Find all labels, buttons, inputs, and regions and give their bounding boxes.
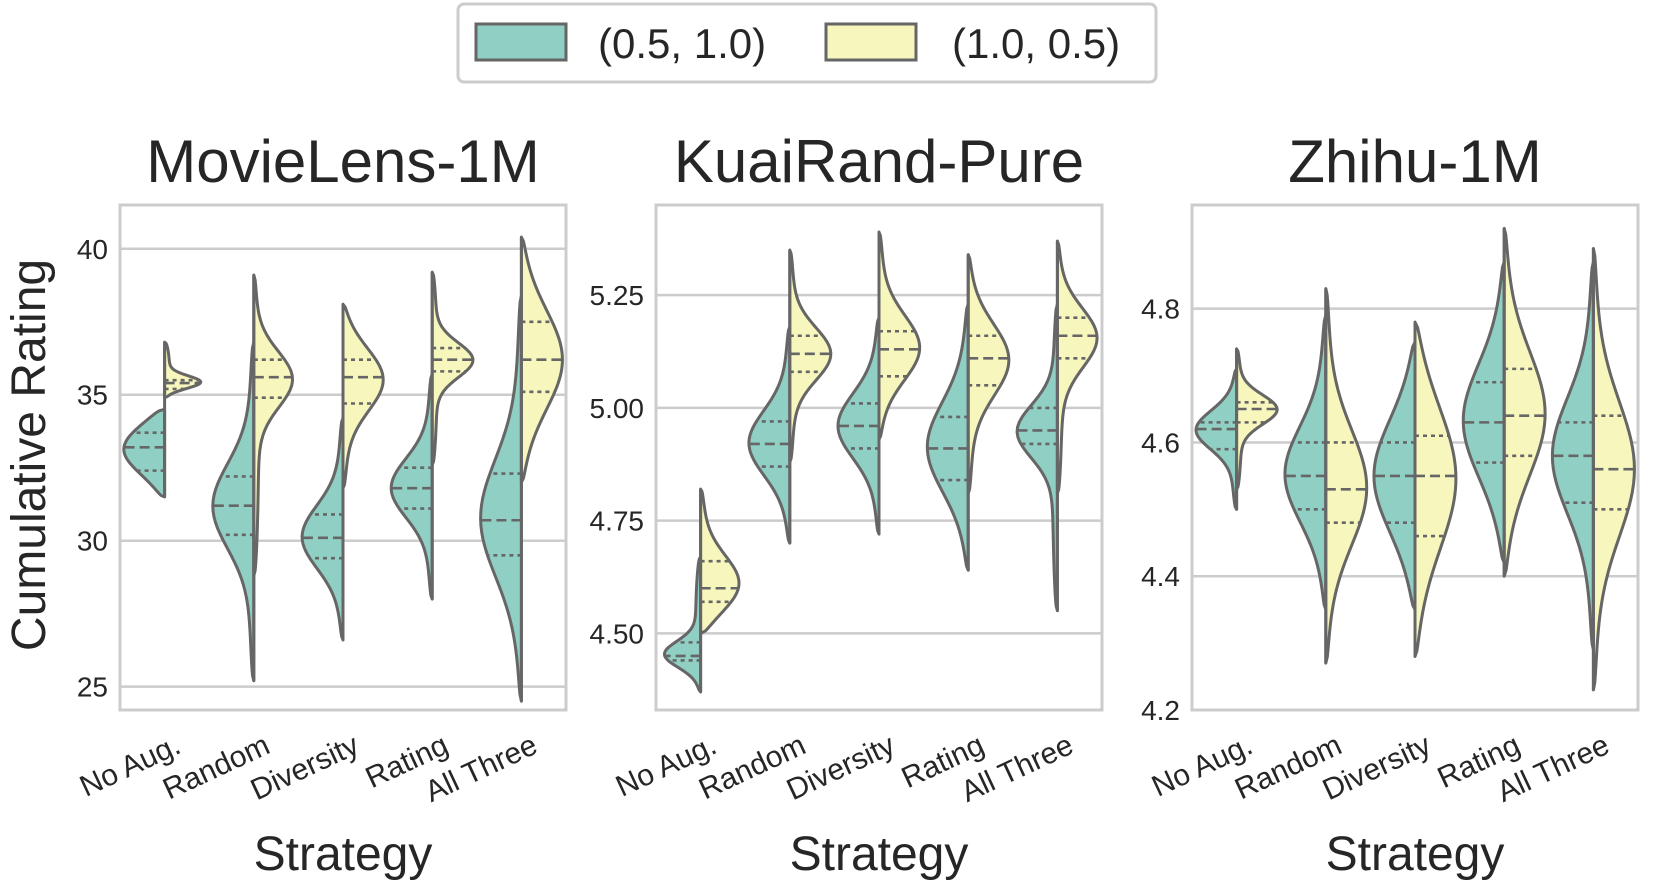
violin-half	[341, 302, 385, 490]
y-tick-label: 4.8	[1141, 294, 1180, 325]
y-tick-label: 4.4	[1141, 561, 1180, 592]
y-axis-label: Cumulative Rating	[3, 259, 56, 651]
violin-half	[1413, 320, 1458, 658]
legend-swatch-0	[474, 22, 568, 62]
violin-half	[1502, 226, 1547, 578]
legend-label-1: (1.0, 0.5)	[952, 20, 1120, 67]
violin-half	[211, 340, 256, 683]
y-tick-label: 5.25	[590, 280, 645, 311]
violin-half	[662, 555, 703, 694]
violin-half	[1324, 287, 1369, 665]
panel-title-2: Zhihu-1M	[1288, 128, 1541, 195]
legend-swatch-1	[824, 22, 918, 62]
panel-zhihu-1m: Zhihu-1M Strategy 4.24.44.64.8No Aug.Ran…	[1141, 128, 1640, 881]
y-tick-label: 40	[77, 234, 108, 265]
y-tick-label: 4.50	[590, 618, 645, 649]
x-axis-label-1: Strategy	[790, 828, 969, 881]
violin-half	[1194, 367, 1239, 511]
violin-half	[1283, 313, 1328, 612]
violin-half	[389, 372, 434, 601]
legend-label-0: (0.5, 1.0)	[598, 20, 766, 67]
violin-half	[877, 230, 922, 441]
panel-title-1: KuaiRand-Pure	[674, 128, 1084, 195]
violin-half	[788, 248, 833, 464]
violin-half	[925, 302, 970, 572]
y-tick-label: 4.2	[1141, 695, 1180, 726]
x-axis-label-0: Strategy	[254, 828, 433, 881]
legend-frame	[456, 2, 1158, 84]
y-tick-label: 4.75	[590, 506, 645, 537]
violin-half	[430, 270, 475, 467]
legend: (0.5, 1.0) (1.0, 0.5)	[456, 2, 1158, 84]
y-tick-label: 25	[77, 672, 108, 703]
panel-kuairand-pure: KuaiRand-Pure Strategy 4.504.755.005.25N…	[590, 128, 1104, 881]
y-tick-label: 35	[77, 380, 108, 411]
x-axis-label-2: Strategy	[1326, 828, 1505, 881]
y-tick-label: 30	[77, 526, 108, 557]
violin-half	[1461, 260, 1506, 565]
violin-half	[252, 273, 295, 578]
violin-half	[479, 293, 523, 703]
violin-half	[1055, 239, 1099, 496]
violin-half	[122, 407, 167, 499]
violin-half	[1235, 347, 1279, 491]
violin-half	[966, 253, 1011, 496]
violin-half	[300, 416, 345, 642]
violin-half	[1015, 302, 1059, 613]
y-tick-label: 4.6	[1141, 427, 1180, 458]
y-tick-label: 5.00	[590, 393, 645, 424]
violin-half	[747, 325, 792, 545]
panel-title-0: MovieLens-1M	[146, 128, 540, 195]
